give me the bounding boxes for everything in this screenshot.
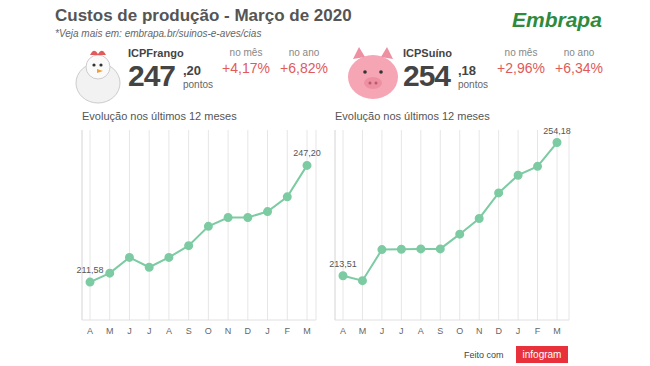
html-text:pontos: pontos [458, 79, 488, 90]
svg-text:J: J [380, 326, 385, 336]
html-text:no ano: no ano [563, 47, 595, 58]
html-text:+2,96%: +2,96% [497, 60, 545, 76]
svg-text:211,58: 211,58 [77, 265, 104, 275]
svg-text:S: S [186, 326, 192, 336]
svg-text:O: O [456, 326, 463, 336]
svg-text:A: A [340, 326, 346, 336]
svg-text:J: J [127, 326, 132, 336]
svg-text:O: O [205, 326, 212, 336]
svg-text:247,20: 247,20 [293, 148, 321, 158]
svg-text:J: J [516, 326, 521, 336]
svg-text:S: S [437, 326, 443, 336]
html-text:,20: ,20 [183, 63, 202, 78]
html-text:no mês: no mês [504, 47, 538, 58]
svg-text:F: F [285, 326, 291, 336]
html-text:+6,34%: +6,34% [555, 60, 603, 76]
html-text:no mês: no mês [229, 47, 263, 58]
svg-text:J: J [399, 326, 404, 336]
svg-text:J: J [265, 326, 270, 336]
svg-text:A: A [166, 326, 172, 336]
svg-text:A: A [87, 326, 93, 336]
svg-text:254,18: 254,18 [543, 126, 571, 136]
html-text:254: 254 [403, 59, 451, 92]
html-text:Feito com: Feito com [464, 350, 504, 360]
svg-text:N: N [476, 326, 483, 336]
html-text:247: 247 [128, 59, 176, 92]
svg-text:D: D [245, 326, 252, 336]
svg-text:M: M [303, 326, 311, 336]
html-text:+4,17%: +4,17% [222, 60, 270, 76]
html-text:pontos: pontos [183, 79, 213, 90]
svg-text:M: M [553, 326, 561, 336]
svg-text:A: A [418, 326, 424, 336]
html-text:no ano: no ano [288, 47, 320, 58]
svg-text:F: F [535, 326, 541, 336]
html-text:+6,82%: +6,82% [280, 60, 328, 76]
html-text:Embrapa: Embrapa [512, 8, 602, 31]
svg-text:M: M [106, 326, 114, 336]
html-text:ICPFrango: ICPFrango [128, 47, 184, 59]
svg-text:N: N [225, 326, 232, 336]
html-text:infogram: infogram [522, 349, 562, 360]
html-text:*Veja mais em: embrapa.br/suin: *Veja mais em: embrapa.br/suinos-e-aves/… [55, 28, 262, 39]
html-text:,18: ,18 [458, 63, 477, 78]
html-text:Evolução nos últimos 12 meses: Evolução nos últimos 12 meses [335, 110, 490, 122]
html-text:ICPSuíno: ICPSuíno [403, 47, 452, 59]
svg-text:J: J [147, 326, 152, 336]
svg-text:M: M [359, 326, 367, 336]
svg-text:213,51: 213,51 [329, 259, 357, 269]
svg-text:D: D [495, 326, 502, 336]
html-text:Custos de produção - Março de: Custos de produção - Março de 2020 [55, 6, 352, 25]
html-text:Evolução nos últimos 12 meses: Evolução nos últimos 12 meses [82, 110, 237, 122]
